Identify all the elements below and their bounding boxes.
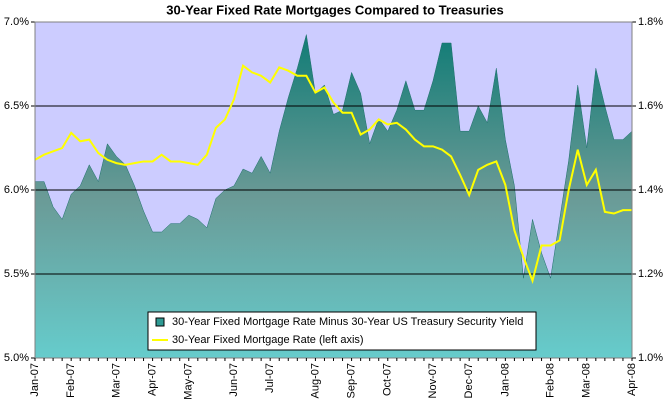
y2-tick-label: 1.6%	[638, 100, 663, 112]
legend-label: 30-Year Fixed Mortgage Rate Minus 30-Yea…	[172, 316, 523, 328]
x-tick-label: Feb-08	[544, 363, 556, 398]
y-tick-label: 7.0%	[4, 16, 29, 28]
x-tick-label: Mar-07	[110, 363, 122, 398]
x-tick-label: Mar-08	[581, 363, 593, 398]
y2-tick-label: 1.2%	[638, 268, 663, 280]
line	[34, 64, 632, 285]
y2-tick-label: 1.0%	[638, 352, 663, 364]
x-tick-label: Jan-08	[499, 363, 511, 397]
legend-label: 30-Year Fixed Mortgage Rate (left axis)	[172, 334, 364, 346]
x-tick-label: Jun-07	[228, 363, 240, 397]
x-tick-label: Aug-07	[309, 363, 321, 398]
x-tick-label: Dec-07	[463, 363, 475, 398]
chart-title: 30-Year Fixed Rate Mortgages Compared to…	[166, 2, 503, 17]
x-tick-label: Apr-08	[626, 363, 638, 396]
y-tick-label: 5.5%	[4, 268, 29, 280]
x-tick-label: May-07	[183, 363, 195, 400]
x-tick-label: Jul-07	[264, 363, 276, 393]
area	[34, 34, 633, 359]
legend: 30-Year Fixed Mortgage Rate Minus 30-Yea…	[147, 311, 537, 351]
x-tick-label: Feb-07	[65, 363, 77, 398]
y2-tick-label: 1.4%	[638, 184, 663, 196]
x-tick-label: Oct-07	[382, 363, 394, 396]
y-tick-label: 5.0%	[4, 352, 29, 364]
y2-tick-label: 1.8%	[638, 16, 663, 28]
y-tick-label: 6.5%	[4, 100, 29, 112]
legend-swatch	[155, 317, 165, 327]
x-tick-label: Sep-07	[345, 363, 357, 398]
legend-box	[147, 311, 537, 351]
x-tick-label: Jan-07	[29, 363, 41, 397]
x-tick-label: Nov-07	[427, 363, 439, 398]
y-tick-label: 6.0%	[4, 184, 29, 196]
x-tick-label: Apr-07	[146, 363, 158, 396]
